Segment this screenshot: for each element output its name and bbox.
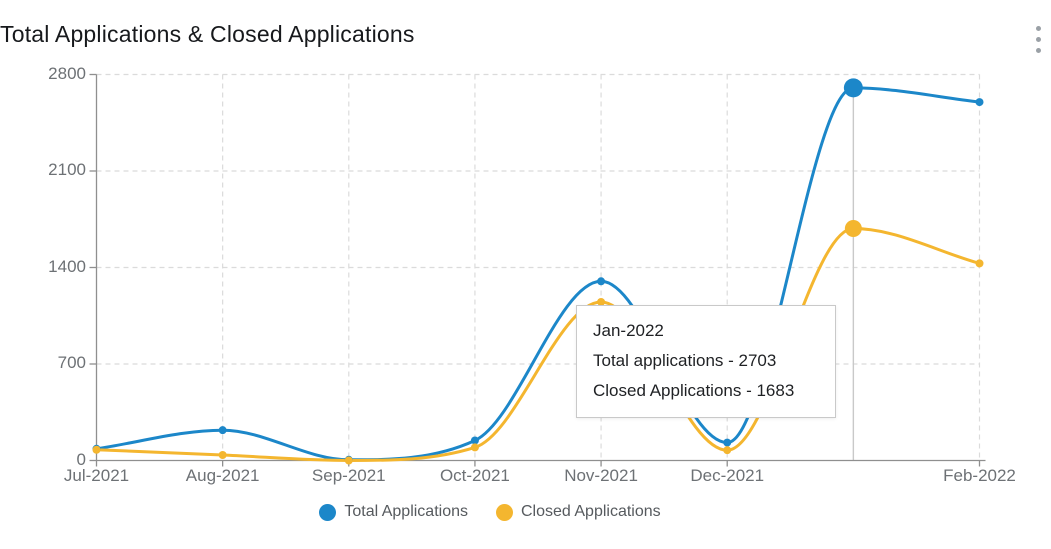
closed-applications-point[interactable] xyxy=(92,445,101,454)
y-axis-label: 2800 xyxy=(48,63,86,83)
total-applications-point[interactable] xyxy=(975,98,984,107)
y-axis-label: 0 xyxy=(76,449,86,469)
closed-applications-point[interactable] xyxy=(344,456,353,465)
total-applications-point[interactable] xyxy=(470,436,479,445)
chart-title: Total Applications & Closed Applications xyxy=(0,21,415,47)
axes xyxy=(89,73,986,467)
x-axis-label: Feb-2022 xyxy=(943,466,1016,485)
closed-applications-point[interactable] xyxy=(218,450,227,459)
closed-applications-point[interactable] xyxy=(470,443,479,452)
closed-applications-line[interactable] xyxy=(95,226,981,463)
tooltip-closed-line: Closed Applications - 1683 xyxy=(593,381,795,400)
legend-marker-total-icon xyxy=(319,503,337,521)
gridlines xyxy=(96,73,981,461)
total-applications-point[interactable] xyxy=(218,426,227,435)
closed-applications-point[interactable] xyxy=(597,297,606,306)
chart-tooltip: Jan-2022 Total applications - 2703 Close… xyxy=(576,305,836,418)
kebab-menu-icon[interactable] xyxy=(1033,23,1044,56)
x-axis-label: Aug-2021 xyxy=(185,466,260,485)
total-applications-point[interactable] xyxy=(723,438,732,447)
legend-marker-closed-icon xyxy=(496,503,513,521)
legend-label: Total Applications xyxy=(344,503,468,520)
total-applications-point[interactable] xyxy=(597,277,606,286)
legend-item-closed-applications[interactable]: Closed Applications xyxy=(496,503,661,521)
y-axis-label: 700 xyxy=(57,353,86,372)
kebab-dot xyxy=(1036,26,1041,31)
tooltip-title: Jan-2022 xyxy=(593,321,664,340)
x-axis-label: Oct-2021 xyxy=(439,466,510,485)
x-axis-label: Dec-2021 xyxy=(690,466,765,485)
closed-applications-point[interactable] xyxy=(975,259,984,268)
total-applications-point[interactable] xyxy=(843,78,863,98)
kebab-dot xyxy=(1036,37,1041,42)
closed-applications-point[interactable] xyxy=(844,219,862,237)
y-axis-label: 2100 xyxy=(48,160,86,179)
x-axis-label: Jul-2021 xyxy=(63,466,130,485)
legend-item-total-applications[interactable]: Total Applications xyxy=(319,503,468,521)
legend-label: Closed Applications xyxy=(521,503,661,520)
x-axis-label: Nov-2021 xyxy=(564,466,638,485)
kebab-dot xyxy=(1036,48,1041,53)
y-axis-label: 1400 xyxy=(48,256,86,276)
chart-legend: Total Applications Closed Applications xyxy=(0,503,980,521)
closed-applications-point[interactable] xyxy=(723,446,732,455)
tooltip-total-line: Total applications - 2703 xyxy=(593,351,777,370)
total-applications-line[interactable] xyxy=(95,86,981,462)
x-axis-label: Sep-2021 xyxy=(311,466,386,485)
